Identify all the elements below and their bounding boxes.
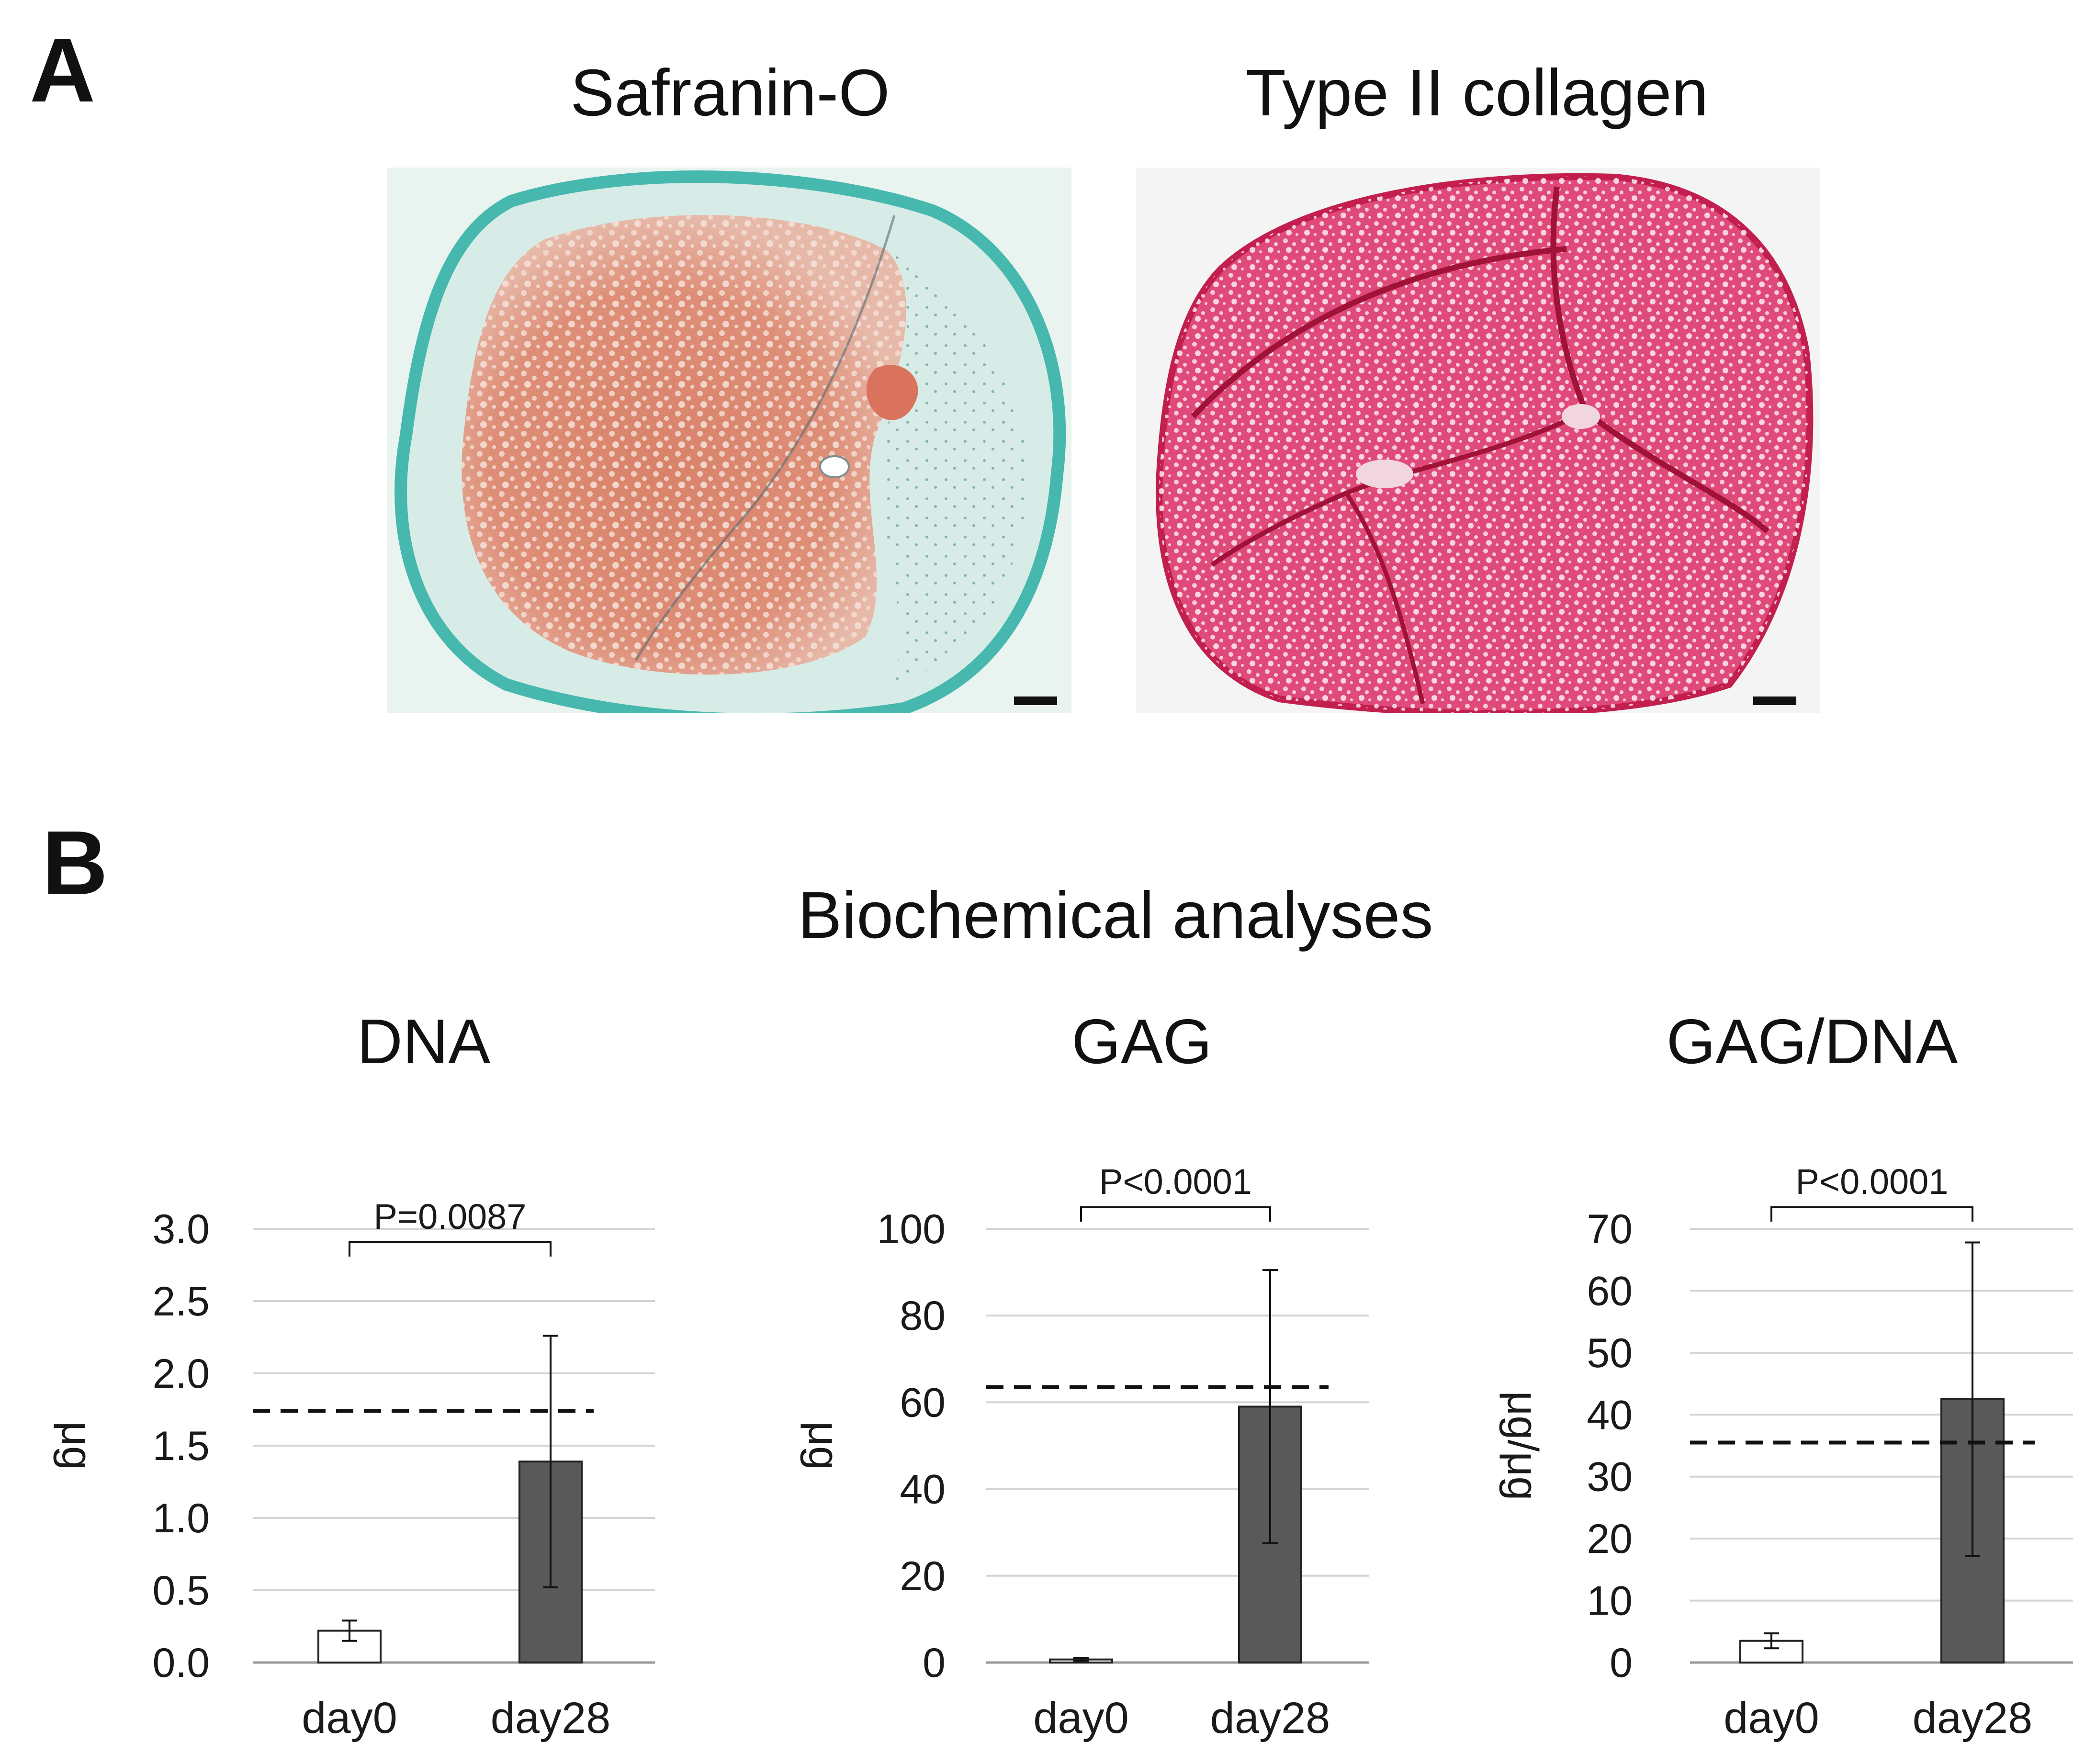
safranin-vessel bbox=[819, 455, 850, 478]
gag-category-label: day0 bbox=[1033, 1694, 1129, 1742]
gag-category-label: day28 bbox=[1210, 1694, 1330, 1742]
safranin-spot bbox=[866, 365, 918, 420]
gagdna-category-label: day28 bbox=[1913, 1694, 2033, 1742]
gag-significance-label: P<0.0001 bbox=[1099, 1162, 1252, 1202]
gag-dna-chart-title: GAG/DNA bbox=[1666, 1006, 1958, 1077]
dna-ylabel: μg bbox=[53, 1421, 101, 1470]
type-ii-collagen-micrograph bbox=[1136, 168, 1820, 713]
panel-a-letter: A bbox=[30, 20, 96, 121]
safranin-o-title: Safranin-O bbox=[570, 56, 890, 130]
safranin-fibrous-region bbox=[881, 249, 1028, 685]
gag-ylabel: μg bbox=[800, 1421, 847, 1470]
gagdna-ytick-label: 50 bbox=[1587, 1330, 1633, 1376]
collagen-chondrocytes bbox=[1159, 176, 1810, 713]
dna-ytick-label: 0.0 bbox=[152, 1640, 210, 1686]
safranin-crack bbox=[634, 215, 896, 662]
dna-ytick-label: 2.0 bbox=[152, 1351, 210, 1397]
gagdna-ylabel: μg/μg bbox=[1499, 1391, 1546, 1501]
gagdna-ytick-label: 70 bbox=[1587, 1206, 1633, 1252]
gagdna-ytick-label: 10 bbox=[1587, 1578, 1633, 1624]
collagen-crack-1 bbox=[1191, 246, 1567, 419]
collagen-scale-bar bbox=[1753, 697, 1796, 705]
gagdna-ytick-label: 60 bbox=[1587, 1268, 1633, 1314]
safranin-o-micrograph bbox=[387, 168, 1071, 713]
gag-ytick-label: 80 bbox=[900, 1293, 946, 1339]
dna-ytick-label: 3.0 bbox=[152, 1206, 210, 1252]
gagdna-ytick-label: 0 bbox=[1610, 1640, 1633, 1686]
panel-b-title: Biochemical analyses bbox=[798, 878, 1433, 952]
dna-ytick-label: 2.5 bbox=[152, 1279, 210, 1325]
collagen-crack-3 bbox=[1211, 409, 1587, 567]
gagdna-ytick-label: 20 bbox=[1587, 1516, 1633, 1562]
gag-ytick-label: 60 bbox=[900, 1380, 946, 1426]
dna-category-label: day28 bbox=[491, 1694, 611, 1742]
dna-ytick-label: 1.5 bbox=[152, 1423, 210, 1469]
gag-ytick-label: 40 bbox=[900, 1467, 946, 1513]
gagdna-category-label: day0 bbox=[1724, 1694, 1819, 1742]
collagen-cavity-2 bbox=[1356, 460, 1413, 488]
dna-significance-bracket bbox=[349, 1241, 552, 1257]
safranin-chondrocytes bbox=[462, 215, 906, 675]
dna-significance-label: P=0.0087 bbox=[374, 1197, 527, 1236]
collagen-crack-4 bbox=[1344, 492, 1425, 705]
gag-significance-bracket bbox=[1080, 1206, 1271, 1222]
gag-ytick-label: 0 bbox=[923, 1640, 946, 1686]
collagen-image bbox=[1136, 168, 1820, 713]
collagen-cavity-1 bbox=[1562, 404, 1600, 429]
gagdna-ytick-label: 40 bbox=[1587, 1392, 1633, 1438]
gagdna-significance-bracket bbox=[1770, 1206, 1973, 1222]
safranin-o-image bbox=[387, 168, 1071, 713]
gagdna-ytick-label: 30 bbox=[1587, 1454, 1633, 1500]
dna-ytick-label: 0.5 bbox=[152, 1568, 210, 1614]
safranin-scale-bar bbox=[1014, 697, 1057, 705]
dna-ytick-label: 1.0 bbox=[152, 1495, 210, 1541]
gag-chart-title: GAG bbox=[1071, 1006, 1212, 1077]
panel-b-letter: B bbox=[42, 812, 108, 914]
gag-ytick-label: 20 bbox=[900, 1553, 946, 1599]
type-ii-collagen-title: Type II collagen bbox=[1245, 56, 1709, 130]
dna-chart-title: DNA bbox=[357, 1006, 491, 1077]
gagdna-significance-label: P<0.0001 bbox=[1796, 1162, 1949, 1202]
gag-ytick-label: 100 bbox=[877, 1206, 946, 1252]
dna-category-label: day0 bbox=[302, 1694, 397, 1742]
